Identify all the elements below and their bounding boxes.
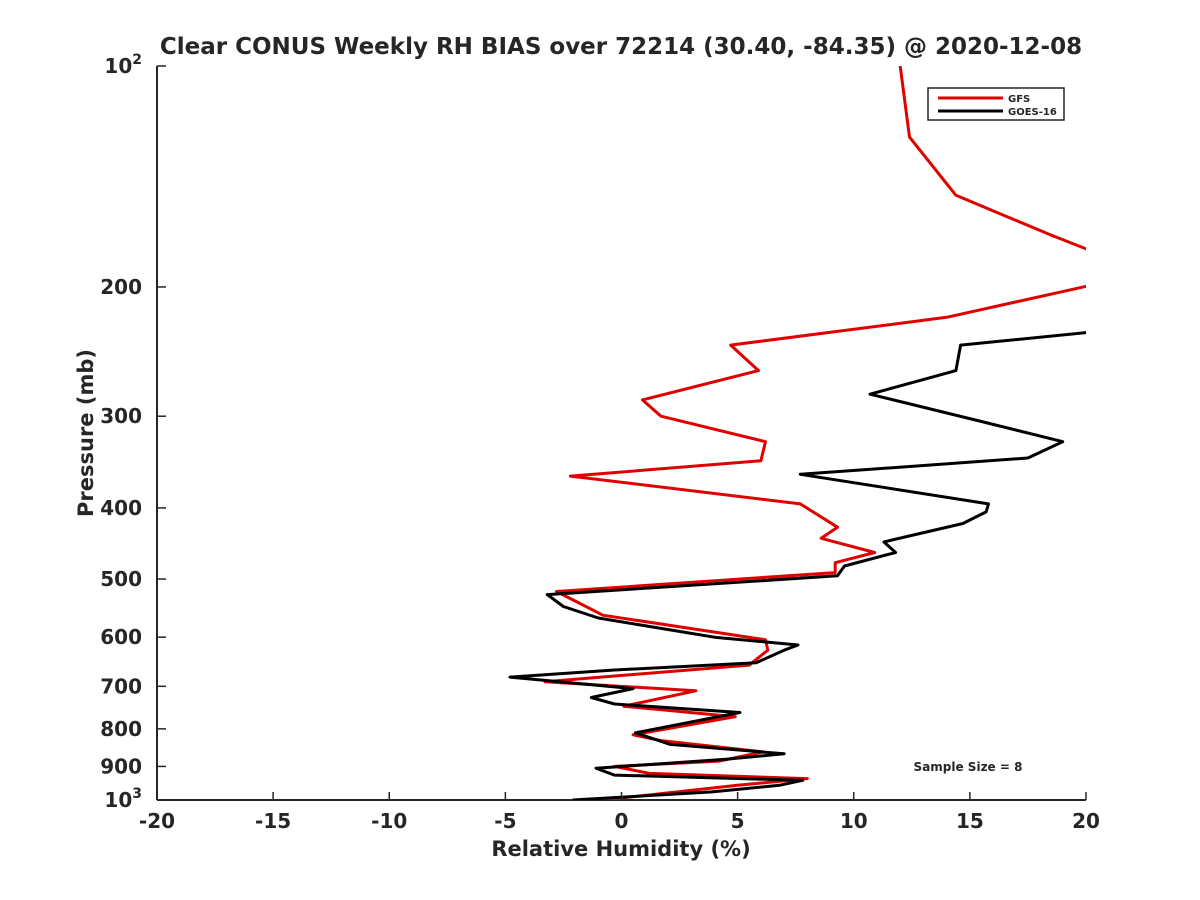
x-tick-labels: -20 -15 -10 -5 0 5 10 15 20 <box>139 792 1100 833</box>
sample-size-annotation: Sample Size = 8 <box>914 760 1023 774</box>
y-axis-label: Pressure (mb) <box>74 349 98 517</box>
x-tick-label: -15 <box>255 809 291 833</box>
y-tick-label: 400 <box>100 496 142 520</box>
legend: GFS GOES-16 <box>927 87 1065 121</box>
x-tick-label: 15 <box>956 809 984 833</box>
x-tick-label: -10 <box>371 809 407 833</box>
y-tick-labels: 102 200 300 400 500 600 700 800 900 103 <box>100 52 166 812</box>
legend-label: GOES-16 <box>1008 107 1057 118</box>
x-tick-label: 20 <box>1072 809 1100 833</box>
legend-label: GFS <box>1008 94 1030 105</box>
x-tick-label: -20 <box>139 809 175 833</box>
y-tick-label: 103 <box>104 786 142 812</box>
series-line-goes-16 <box>508 66 1086 800</box>
y-tick-label: 900 <box>100 754 142 778</box>
x-tick-label: 10 <box>840 809 868 833</box>
x-tick-label: -5 <box>494 809 516 833</box>
x-axis-label: Relative Humidity (%) <box>491 837 750 861</box>
x-tick-label: 5 <box>731 809 745 833</box>
y-tick-label: 200 <box>100 275 142 299</box>
legend-box <box>927 87 1065 121</box>
chart-title: Clear CONUS Weekly RH BIAS over 72214 (3… <box>160 34 1082 60</box>
series-group <box>508 66 1086 800</box>
y-tick-label: 500 <box>100 567 142 591</box>
y-tick-label: 700 <box>100 674 142 698</box>
y-tick-label: 300 <box>100 404 142 428</box>
y-tick-label: 102 <box>104 52 142 78</box>
y-tick-label: 800 <box>100 717 142 741</box>
x-tick-label: 0 <box>615 809 629 833</box>
y-tick-label: 600 <box>100 625 142 649</box>
